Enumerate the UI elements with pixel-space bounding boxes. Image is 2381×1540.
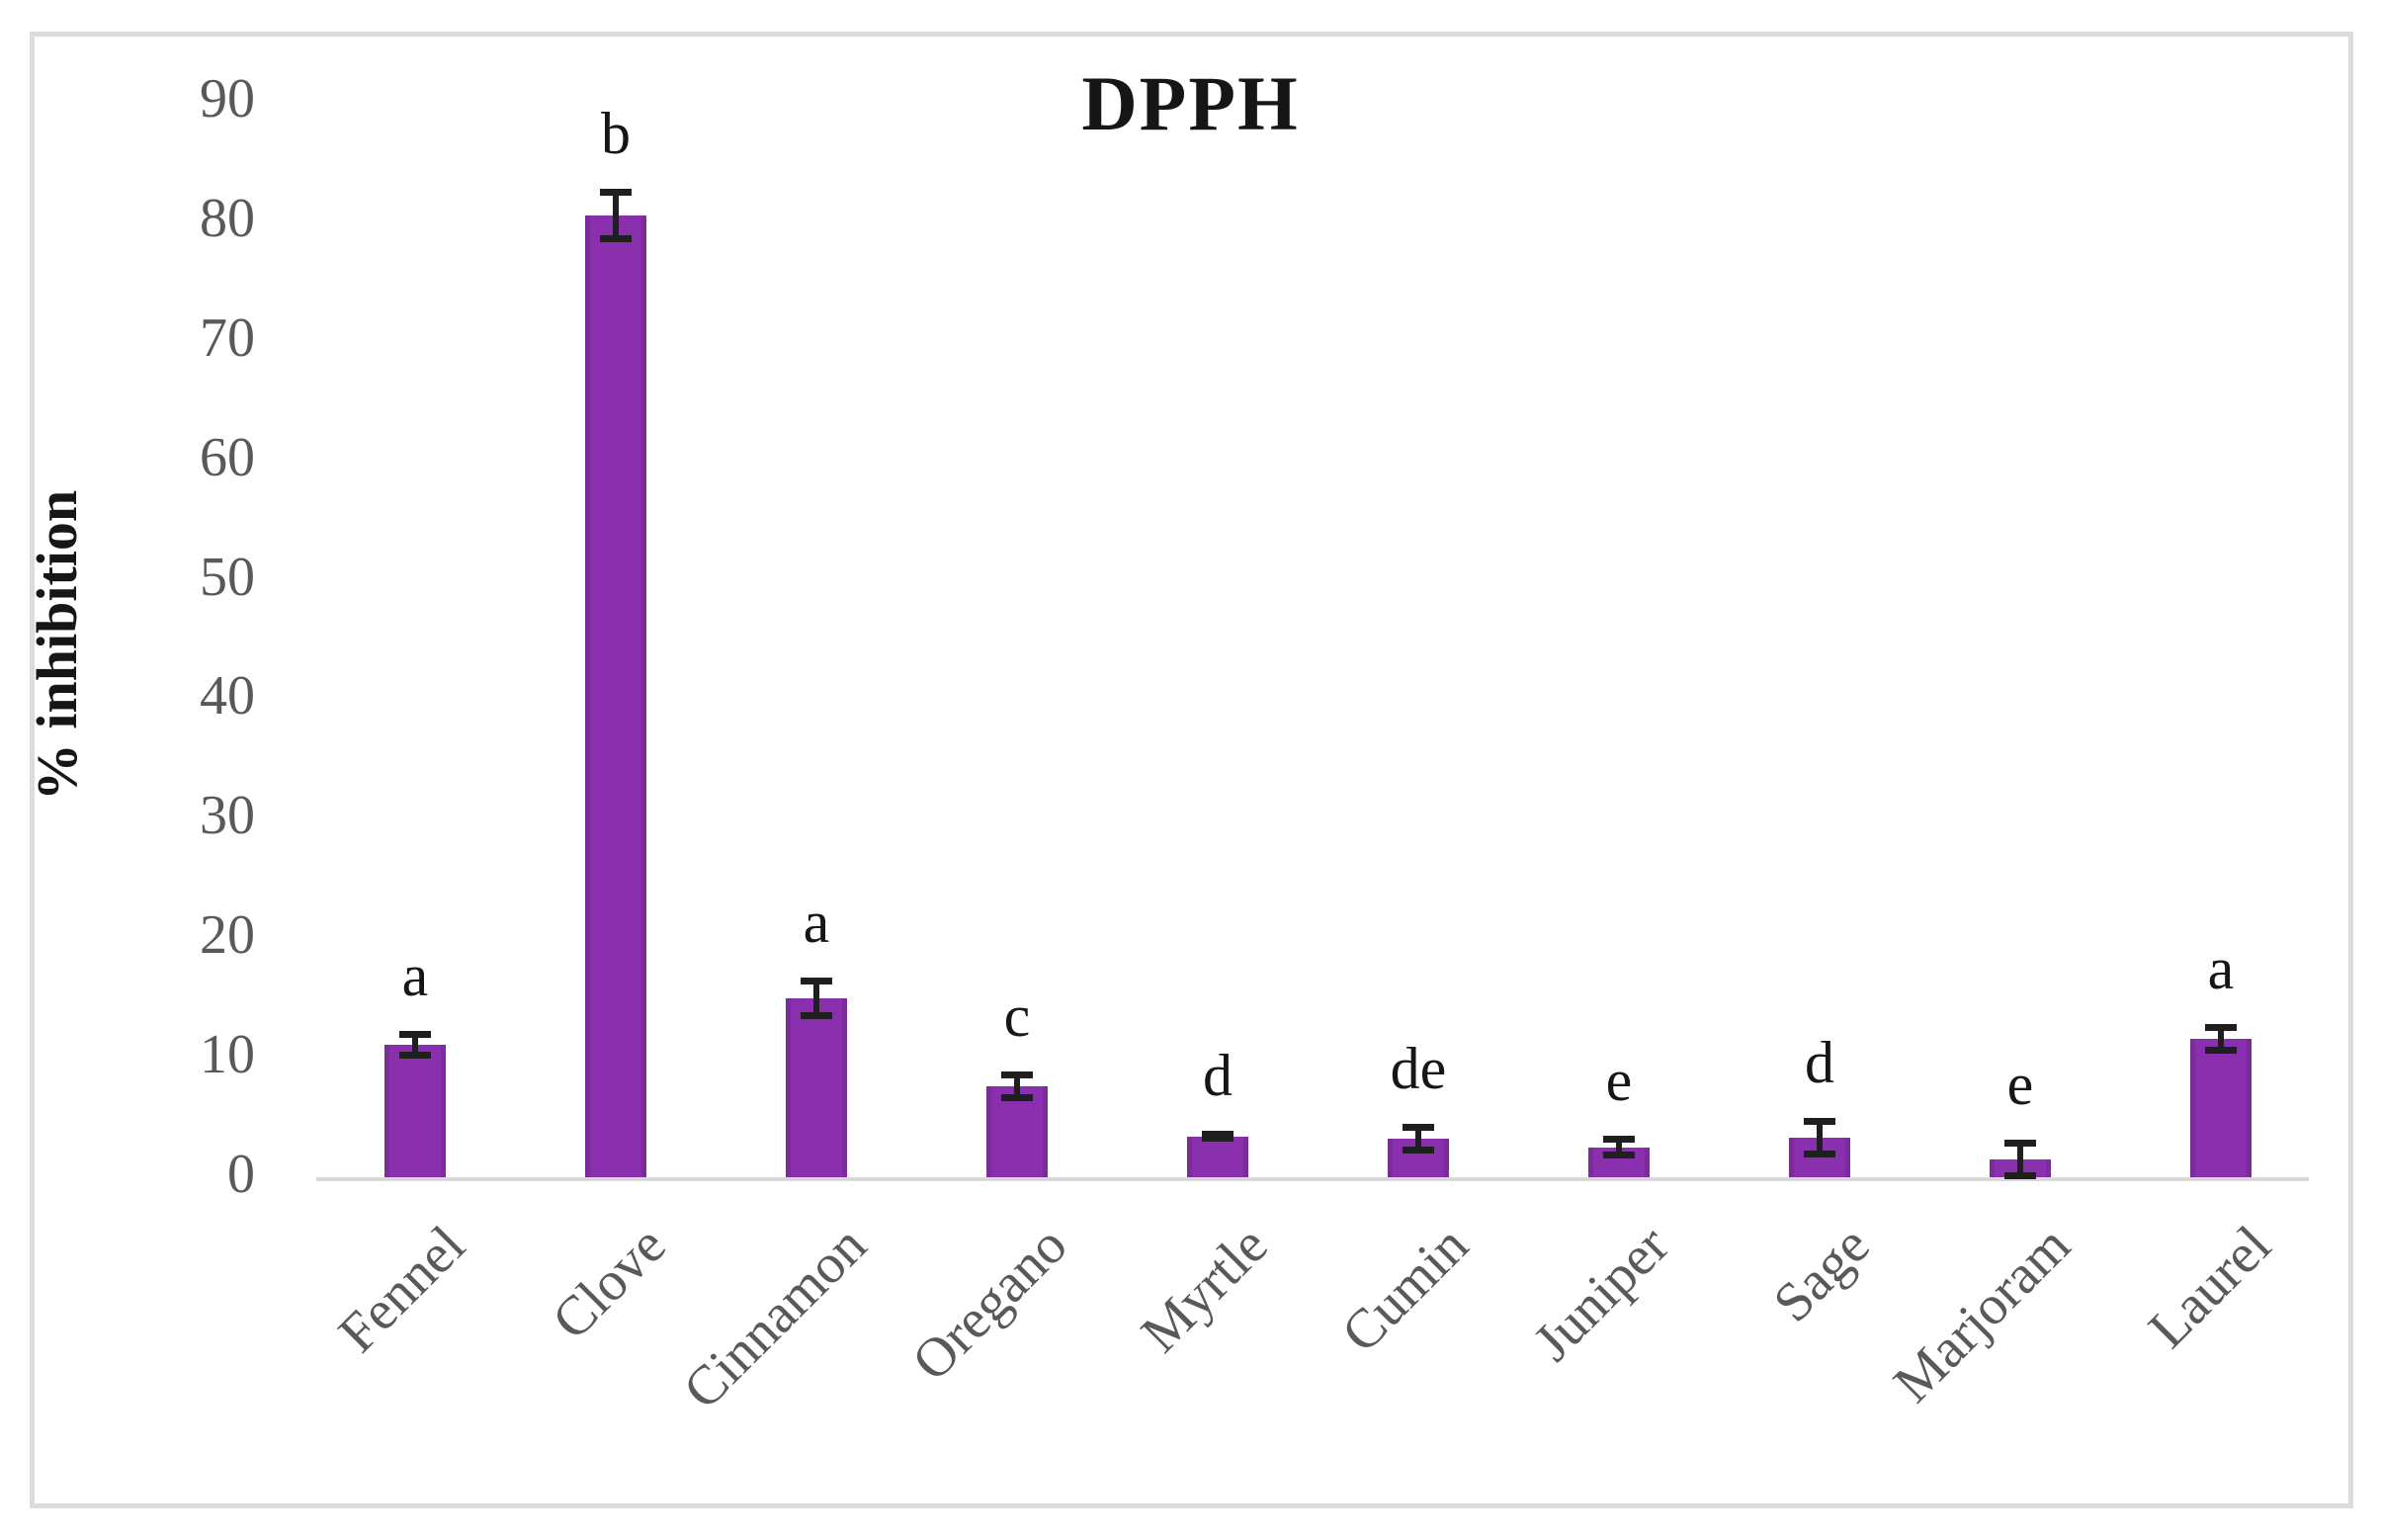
error-bar-oregano <box>1001 1071 1033 1102</box>
error-bar-juniper <box>1603 1136 1635 1159</box>
error-bar-cap <box>1001 1094 1033 1102</box>
error-bar-cap <box>1403 1147 1434 1155</box>
bar-cinnamon <box>786 997 847 1177</box>
error-bar-sage <box>1804 1118 1835 1158</box>
error-bar-line <box>2218 1026 2224 1051</box>
x-axis-line <box>316 1177 2309 1181</box>
y-tick-label-50: 50 <box>200 546 255 608</box>
significance-letter-myrtle: d <box>1203 1043 1233 1109</box>
error-bar-cap <box>801 1011 832 1019</box>
error-bar-line <box>1415 1127 1421 1152</box>
error-bar-fennel <box>399 1030 431 1059</box>
error-bar-cap <box>1603 1152 1635 1159</box>
error-bar-cap <box>1804 1151 1835 1158</box>
error-bar-cap <box>1202 1135 1233 1143</box>
error-bar-cap <box>1001 1071 1033 1079</box>
error-bar-line <box>1616 1139 1622 1156</box>
error-bar-cinnamon <box>801 977 832 1019</box>
significance-letter-marjoram: e <box>2006 1051 2034 1117</box>
error-bar-clove <box>600 188 632 242</box>
bar-laurel <box>2190 1038 2252 1177</box>
y-tick-label-90: 90 <box>200 67 255 129</box>
significance-letter-laurel: a <box>2207 935 2235 1001</box>
y-tick-label-40: 40 <box>200 665 255 727</box>
error-bar-cap <box>801 977 832 984</box>
error-bar-line <box>2017 1142 2023 1176</box>
bar-oregano <box>986 1086 1048 1177</box>
error-bar-line <box>1014 1074 1020 1099</box>
error-bar-cap <box>1804 1118 1835 1126</box>
error-bar-cap <box>2004 1171 2036 1179</box>
chart-frame <box>30 32 2353 1508</box>
error-bar-line <box>613 191 619 239</box>
y-tick-label-60: 60 <box>200 426 255 488</box>
error-bar-marjoram <box>2004 1139 2036 1179</box>
significance-letter-cumin: de <box>1390 1036 1447 1102</box>
error-bar-line <box>813 980 819 1016</box>
bar-myrtle <box>1187 1136 1248 1177</box>
error-bar-cap <box>2205 1046 2237 1054</box>
error-bar-line <box>1817 1121 1823 1155</box>
error-bar-cumin <box>1403 1124 1434 1155</box>
significance-letter-fennel: a <box>401 942 429 1008</box>
y-axis-title: % inhibition <box>25 489 89 802</box>
y-tick-label-70: 70 <box>200 306 255 369</box>
significance-letter-cinnamon: a <box>803 889 830 955</box>
significance-letter-clove: b <box>601 100 631 166</box>
y-tick-label-20: 20 <box>200 904 255 967</box>
error-bar-myrtle <box>1202 1131 1233 1143</box>
chart-title: DPPH <box>1081 60 1300 146</box>
error-bar-line <box>412 1033 418 1056</box>
y-tick-label-0: 0 <box>227 1144 255 1205</box>
significance-letter-oregano: c <box>1003 984 1031 1050</box>
error-bar-cap <box>2004 1139 2036 1147</box>
error-bar-cap <box>2205 1023 2237 1031</box>
error-bar-cap <box>1403 1124 1434 1132</box>
error-bar-laurel <box>2205 1023 2237 1054</box>
y-tick-label-30: 30 <box>200 785 255 847</box>
error-bar-cap <box>600 188 632 196</box>
bar-fennel <box>384 1044 446 1177</box>
significance-letter-juniper: e <box>1605 1048 1633 1114</box>
error-bar-cap <box>600 234 632 242</box>
error-bar-cap <box>1603 1136 1635 1144</box>
significance-letter-sage: d <box>1805 1030 1834 1096</box>
error-bar-cap <box>1202 1131 1233 1139</box>
error-bar-cap <box>399 1030 431 1038</box>
y-tick-label-80: 80 <box>200 187 255 249</box>
bar-clove <box>585 214 646 1177</box>
y-tick-label-10: 10 <box>200 1024 255 1086</box>
error-bar-cap <box>399 1051 431 1059</box>
